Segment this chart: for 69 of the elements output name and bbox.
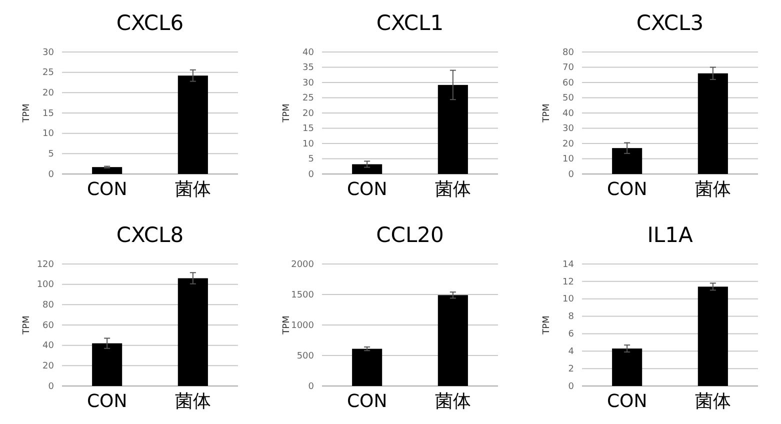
y-tick-label: 120 xyxy=(36,260,54,270)
y-axis-title: TPM xyxy=(22,316,32,336)
x-tick-label: CON xyxy=(346,391,388,412)
y-tick-label: 6 xyxy=(568,330,574,340)
y-tick-label: 15 xyxy=(42,108,54,119)
x-tick-label: 菌体 xyxy=(434,391,471,412)
y-tick-label: 10 xyxy=(562,294,574,305)
y-tick-label: 10 xyxy=(302,139,314,150)
y-axis-title: TPM xyxy=(22,104,32,124)
y-tick-label: 0 xyxy=(308,170,314,180)
y-tick-label: 2000 xyxy=(291,260,314,270)
x-tick-label: 菌体 xyxy=(434,179,471,200)
x-tick-label: CON xyxy=(346,179,388,200)
x-tick-label: 菌体 xyxy=(174,391,211,412)
y-tick-label: 60 xyxy=(42,320,54,331)
y-tick-label: 10 xyxy=(562,154,574,165)
y-tick-label: 25 xyxy=(42,68,54,78)
y-tick-label: 20 xyxy=(302,108,314,119)
y-tick-label: 5 xyxy=(308,154,314,165)
x-tick-label: 菌体 xyxy=(694,179,731,200)
x-tick-label: CON xyxy=(606,179,648,200)
y-tick-label: 20 xyxy=(42,362,54,372)
y-tick-label: 5 xyxy=(48,150,54,160)
x-tick-label: CON xyxy=(86,179,128,200)
y-tick-label: 40 xyxy=(42,341,54,352)
y-tick-label: 14 xyxy=(562,260,574,270)
chart-title: CXCL3 xyxy=(636,11,704,35)
chart-title: CXCL8 xyxy=(116,223,184,247)
y-tick-label: 8 xyxy=(568,312,574,322)
chart-title: CCL20 xyxy=(376,223,444,247)
x-tick-label: 菌体 xyxy=(174,179,211,200)
y-tick-label: 0 xyxy=(48,170,54,180)
chart-title: CXCL1 xyxy=(376,11,444,35)
y-tick-label: 15 xyxy=(302,124,314,134)
x-tick-label: 菌体 xyxy=(694,391,731,412)
y-tick-label: 30 xyxy=(562,124,574,134)
y-tick-label: 70 xyxy=(562,63,574,74)
y-tick-label: 12 xyxy=(562,277,574,288)
chart-title: IL1A xyxy=(647,223,694,247)
y-tick-label: 500 xyxy=(296,351,314,362)
chart-title: CXCL6 xyxy=(116,11,184,35)
y-tick-label: 25 xyxy=(302,94,314,104)
y-axis-title: TPM xyxy=(282,316,292,336)
y-tick-label: 1000 xyxy=(291,320,314,331)
y-tick-label: 10 xyxy=(42,129,54,140)
y-tick-label: 80 xyxy=(562,48,574,58)
y-tick-label: 20 xyxy=(42,88,54,99)
y-tick-label: 50 xyxy=(562,94,574,104)
y-axis-title: TPM xyxy=(282,104,292,124)
y-tick-label: 0 xyxy=(568,382,574,392)
x-tick-label: CON xyxy=(606,391,648,412)
y-axis-title: TPM xyxy=(542,316,552,336)
y-tick-label: 1500 xyxy=(291,290,314,300)
y-tick-label: 35 xyxy=(302,63,314,74)
y-tick-label: 60 xyxy=(562,78,574,88)
y-tick-label: 30 xyxy=(42,48,54,58)
x-tick-label: CON xyxy=(86,391,128,412)
y-tick-label: 80 xyxy=(42,300,54,311)
y-tick-label: 20 xyxy=(562,139,574,150)
y-tick-label: 4 xyxy=(568,347,574,358)
y-tick-label: 40 xyxy=(302,48,314,58)
y-tick-label: 0 xyxy=(48,382,54,392)
y-tick-label: 100 xyxy=(36,280,54,290)
y-tick-label: 2 xyxy=(568,364,574,374)
y-axis-title: TPM xyxy=(542,104,552,124)
y-tick-label: 30 xyxy=(302,78,314,88)
y-tick-label: 40 xyxy=(562,108,574,119)
y-tick-label: 0 xyxy=(568,170,574,180)
y-tick-label: 0 xyxy=(308,382,314,392)
